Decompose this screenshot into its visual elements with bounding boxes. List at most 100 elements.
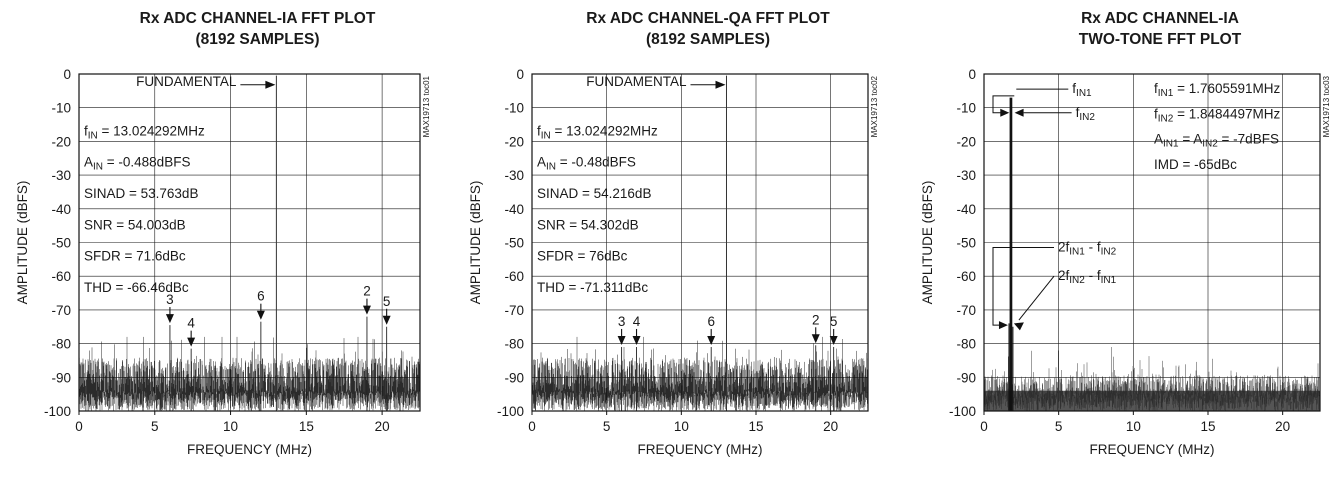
y-tick-label: -40: [51, 202, 71, 217]
chart-title-line: (8192 SAMPLES): [646, 31, 770, 48]
chart-title-line: Rx ADC CHANNEL-IA: [1081, 10, 1239, 27]
harmonic-arrow-head: [829, 335, 838, 345]
y-axis-label: AMPLITUDE (dBFS): [15, 181, 30, 305]
harmonic-arrow-head: [165, 314, 174, 324]
annotation-text: SFDR = 71.6dBc: [84, 249, 186, 264]
x-tick-label: 10: [674, 419, 689, 434]
fundamental-label: FUNDAMENTAL: [136, 74, 237, 89]
x-axis-label: FREQUENCY (MHz): [187, 442, 312, 457]
annotation-text: fIN1 = 1.7605591MHz: [1154, 81, 1281, 99]
annotation-text: SNR = 54.003dB: [84, 217, 186, 232]
y-tick-label: -20: [504, 134, 524, 149]
x-tick-label: 15: [748, 419, 763, 434]
annotation-text: SNR = 54.302dB: [537, 217, 639, 232]
annotation-text: THD = -66.46dBc: [84, 280, 189, 295]
annotation-text: SINAD = 53.763dB: [84, 186, 198, 201]
annotation-text: fIN2 = 1.8484497MHz: [1154, 106, 1281, 124]
harmonic-label: 2: [363, 284, 371, 299]
harmonic-label: 4: [187, 316, 195, 331]
y-tick-label: -30: [956, 168, 976, 183]
annotation-text: AIN1 = AIN2 = -7dBFS: [1154, 132, 1279, 150]
harmonic-label: 3: [618, 314, 626, 329]
imd2-arrow-head: [1013, 322, 1024, 331]
y-tick-label: -100: [497, 404, 524, 419]
tone1-arrow-head: [1000, 108, 1010, 117]
harmonic-arrow-head: [617, 335, 626, 345]
harmonic-arrow-head: [362, 305, 371, 315]
harmonic-arrow-head: [707, 335, 716, 345]
noise-trace: [531, 336, 869, 411]
y-tick-label: -70: [504, 303, 524, 318]
harmonic-arrow-head: [811, 334, 820, 344]
y-tick-label: 0: [968, 67, 976, 82]
annotation-text: fIN = 13.024292MHz: [537, 123, 658, 141]
y-tick-label: -60: [51, 269, 71, 284]
annotation-block: fIN = 13.024292MHz AIN = -0.48dBFS SINAD =…: [537, 123, 658, 295]
y-tick-label: -80: [504, 337, 524, 352]
harmonic-label: 5: [383, 294, 391, 309]
noise-floor: [983, 347, 1321, 411]
y-tick-label: -10: [51, 101, 71, 116]
harmonic-arrow-head: [632, 335, 641, 345]
noise-floor: [531, 336, 869, 411]
fundamental-arrow-head: [265, 80, 276, 89]
y-tick-label: -20: [956, 134, 976, 149]
y-tick-label: -60: [956, 269, 976, 284]
tone2-label: fIN2: [1076, 105, 1096, 123]
panel-1: Rx ADC CHANNEL-IA FFT PLOT (8192 SAMPLES)…: [15, 10, 431, 457]
y-tick-label: -50: [504, 236, 524, 251]
annotation-text: fIN = 13.024292MHz: [84, 123, 205, 141]
fundamental-label: FUNDAMENTAL: [586, 74, 687, 89]
x-tick-label: 0: [528, 419, 536, 434]
y-tick-label: -90: [956, 370, 976, 385]
y-tick-label: -30: [504, 168, 524, 183]
harmonic-arrow-head: [256, 310, 265, 320]
annotation-text: AIN = -0.488dBFS: [84, 155, 190, 173]
chart-title-line: Rx ADC CHANNEL-QA FFT PLOT: [586, 10, 830, 27]
y-tick-label: -40: [504, 202, 524, 217]
y-tick-label: -70: [956, 303, 976, 318]
annotation-block: fIN1 = 1.7605591MHz fIN2 = 1.8484497MHz AI…: [1154, 81, 1281, 172]
harmonic-label: 5: [830, 314, 838, 329]
x-tick-label: 0: [980, 419, 988, 434]
y-tick-label: 0: [516, 67, 524, 82]
annotation-text: THD = -71.311dBc: [537, 280, 648, 295]
figure-code: MAX19713 toc02: [870, 75, 879, 137]
panel-3: Rx ADC CHANNEL-IA TWO-TONE FFT PLOT fIN1 fI…: [920, 10, 1331, 457]
harmonic-label: 3: [166, 292, 174, 307]
y-tick-label: -80: [51, 337, 71, 352]
harmonic-label: 6: [257, 289, 265, 304]
figure-code: MAX19713 toc03: [1322, 75, 1331, 137]
x-tick-label: 20: [1275, 419, 1290, 434]
x-tick-label: 20: [375, 419, 390, 434]
tone1-leader: [992, 95, 1015, 114]
x-tick-label: 15: [1200, 419, 1215, 434]
harmonic-arrow-head: [187, 337, 196, 347]
annotation-text: AIN = -0.48dBFS: [537, 155, 636, 173]
y-axis-label: AMPLITUDE (dBFS): [468, 181, 483, 305]
annotation-text: IMD = -65dBc: [1154, 157, 1237, 172]
x-tick-label: 15: [299, 419, 314, 434]
plot-frame: [531, 73, 869, 412]
tone2-arrow-head: [1014, 108, 1024, 117]
y-tick-label: -10: [956, 101, 976, 116]
harmonic-label: 2: [812, 312, 820, 327]
y-tick-label: -80: [956, 337, 976, 352]
y-tick-label: -50: [51, 236, 71, 251]
harmonic-label: 6: [707, 314, 715, 329]
x-axis-label: FREQUENCY (MHz): [1089, 442, 1214, 457]
y-tick-label: -100: [949, 404, 976, 419]
plot-frame: [983, 73, 1321, 412]
y-tick-label: -50: [956, 236, 976, 251]
y-tick-label: -30: [51, 168, 71, 183]
y-tick-label: -90: [504, 370, 524, 385]
x-tick-label: 5: [151, 419, 159, 434]
noise-floor: [78, 336, 421, 411]
chart-title-line: TWO-TONE FFT PLOT: [1079, 31, 1242, 48]
y-tick-label: -10: [504, 101, 524, 116]
imd1-label: 2fIN1 - fIN2: [1058, 240, 1117, 258]
chart-title-line: (8192 SAMPLES): [195, 31, 319, 48]
x-tick-label: 10: [223, 419, 238, 434]
